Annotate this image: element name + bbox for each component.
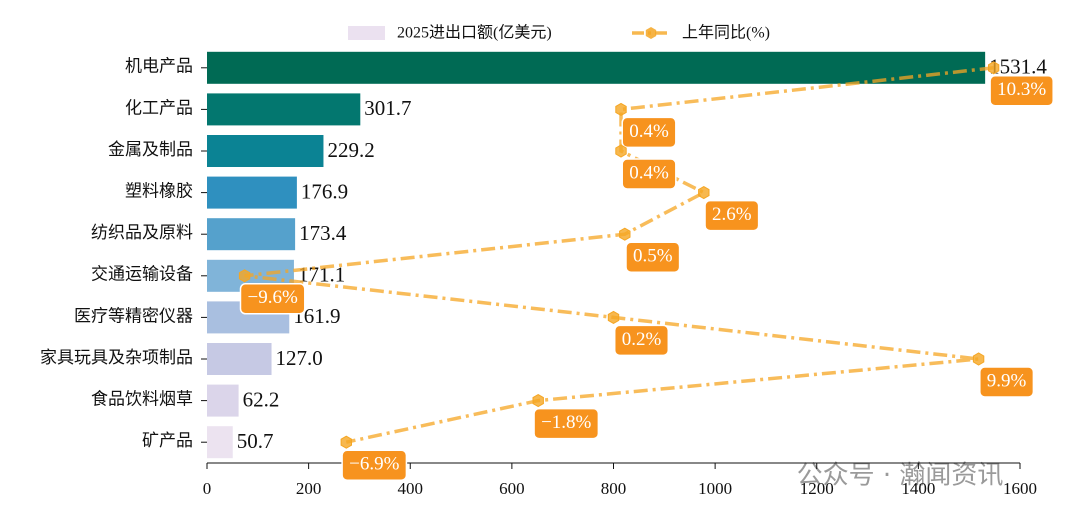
bar-value-label: 229.2: [327, 138, 374, 162]
bar: [207, 384, 239, 417]
x-tick-label: 1400: [901, 479, 935, 498]
growth-label-text: 2.6%: [712, 204, 752, 225]
growth-label: 10.3%: [989, 75, 1054, 107]
growth-label-text: 0.5%: [633, 246, 673, 267]
growth-label: −1.8%: [533, 407, 600, 440]
x-tick-label: 800: [601, 479, 627, 498]
growth-label-text: 0.4%: [629, 162, 669, 183]
y-tick-label: 矿产品: [142, 431, 193, 450]
growth-label: 0.4%: [621, 158, 677, 190]
bar-value-label: 62.2: [243, 387, 280, 411]
y-tick-label: 机电产品: [125, 57, 193, 76]
growth-label: −6.9%: [341, 449, 408, 481]
growth-label: 0.5%: [625, 241, 681, 273]
y-tick-label: 医疗等精密仪器: [74, 306, 193, 325]
growth-marker: [972, 352, 985, 366]
x-tick-label: 1200: [800, 479, 834, 498]
legend-label: 2025进出口额(亿美元): [397, 24, 552, 42]
x-tick-label: 600: [499, 479, 525, 498]
x-tick-label: 0: [203, 479, 212, 498]
growth-marker: [615, 144, 627, 158]
y-tick-label: 纺织品及原料: [91, 223, 193, 242]
growth-label-box: [621, 158, 677, 190]
bar: [207, 218, 296, 251]
growth-label: 0.2%: [613, 324, 670, 357]
growth-line: [244, 66, 994, 444]
bar-value-label: 50.7: [237, 429, 274, 453]
x-tick-label: 200: [296, 479, 322, 498]
growth-marker: [532, 394, 544, 408]
growth-label: 2.6%: [704, 199, 760, 232]
growth-label-text: −6.9%: [349, 454, 399, 475]
bar-value-label: 301.7: [364, 96, 411, 120]
growth-label-box: [533, 407, 600, 440]
bar-value-label: 176.9: [301, 179, 348, 203]
growth-label-box: [239, 283, 306, 315]
growth-label: 0.4%: [621, 116, 677, 149]
growth-label: 9.9%: [979, 366, 1035, 398]
bar: [207, 176, 297, 209]
growth-marker: [988, 61, 1000, 75]
bar-value-label: 127.0: [276, 346, 323, 370]
growth-label-text: −1.8%: [541, 412, 591, 433]
legend-label: 上年同比(%): [682, 24, 770, 42]
y-tick-label: 交通运输设备: [91, 265, 193, 284]
growth-label-text: 10.3%: [997, 79, 1046, 100]
y-tick-label: 食品饮料烟草: [91, 390, 193, 409]
watermark: 公众号 · 瀚闻资讯: [797, 461, 1004, 491]
legend-marker: [645, 27, 657, 39]
growth-label-box: [613, 324, 670, 357]
growth-label-box: [341, 449, 408, 481]
y-tick-label: 金属及制品: [108, 140, 193, 159]
growth-label-text: 0.2%: [622, 329, 662, 350]
growth-marker: [340, 435, 352, 449]
growth-marker: [698, 186, 710, 200]
growth-label-text: 0.4%: [629, 121, 669, 142]
growth-label-text: −9.6%: [247, 287, 297, 308]
y-tick-label: 塑料橡胶: [125, 182, 193, 201]
growth-label-box: [704, 199, 760, 232]
x-tick-label: 1000: [698, 479, 732, 498]
legend-swatch: [348, 26, 385, 40]
y-tick-label: 家具玩具及杂项制品: [40, 348, 193, 367]
growth-marker: [619, 227, 631, 241]
growth-marker: [607, 310, 620, 324]
growth-label-box: [625, 241, 681, 273]
growth-marker: [238, 269, 251, 283]
growth-label: −9.6%: [239, 283, 306, 315]
growth-label-box: [989, 75, 1054, 107]
x-tick-label: 400: [398, 479, 424, 498]
bar: [207, 93, 361, 126]
x-tick-label: 1600: [1003, 479, 1037, 498]
bar: [207, 51, 986, 84]
bar-value-label: 173.4: [299, 221, 347, 245]
growth-label-text: 9.9%: [987, 370, 1027, 391]
bar: [207, 426, 233, 459]
bar: [207, 135, 324, 167]
y-tick-label: 化工产品: [125, 98, 193, 117]
bar: [207, 343, 272, 375]
growth-label-box: [621, 116, 677, 149]
growth-label-box: [979, 366, 1035, 398]
growth-marker: [615, 102, 627, 116]
